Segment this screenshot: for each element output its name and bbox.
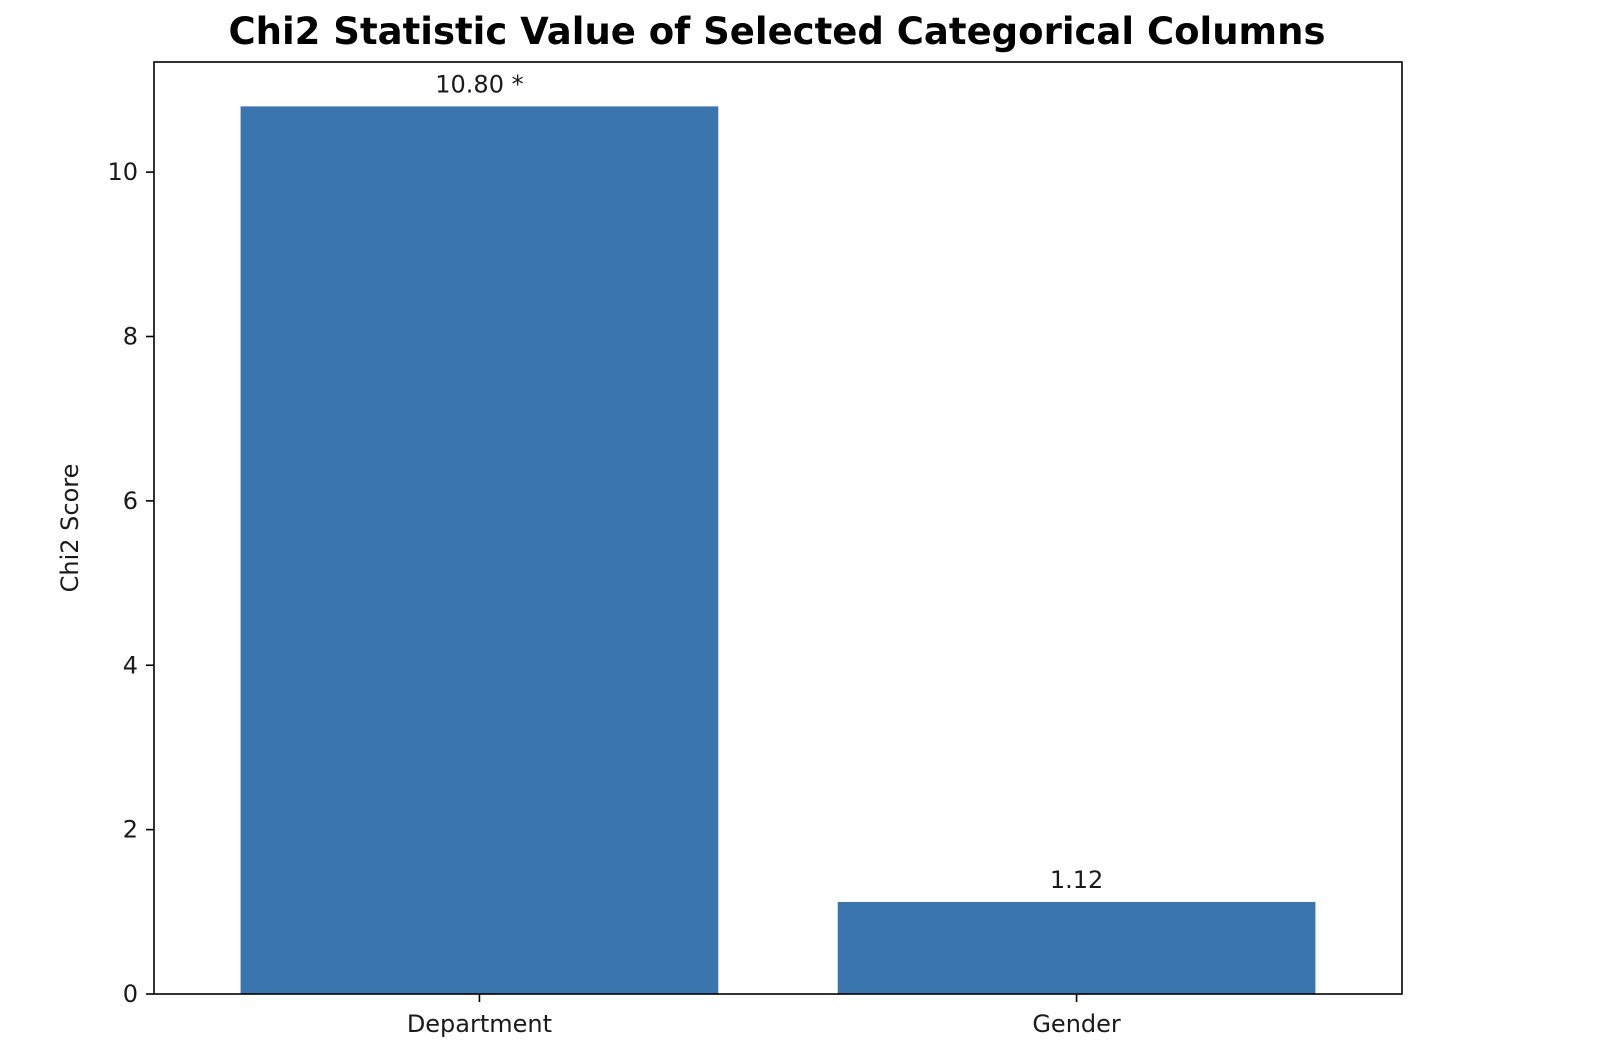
y-tick-label: 6 <box>123 487 138 515</box>
bar-gender <box>837 901 1316 994</box>
y-tick-label: 10 <box>107 158 138 186</box>
data-labels: 10.80 * 1.12 <box>435 70 1103 894</box>
y-tick-label: 8 <box>123 323 138 351</box>
x-axis: Department Gender <box>407 994 1121 1038</box>
plot-frame <box>153 61 1403 995</box>
x-tick-label-department: Department <box>407 1010 552 1038</box>
x-tick-label-gender: Gender <box>1032 1010 1121 1038</box>
y-axis-label: Chi2 Score <box>56 464 84 593</box>
y-tick-label: 2 <box>123 816 138 844</box>
y-tick-label: 4 <box>123 651 138 679</box>
bars-layer <box>240 106 1316 994</box>
data-label-department: 10.80 * <box>435 70 523 98</box>
chart-title: Chi2 Statistic Value of Selected Categor… <box>229 10 1326 53</box>
y-axis: 0 2 4 6 8 10 <box>107 158 154 1008</box>
y-tick-label: 0 <box>123 980 138 1008</box>
bar-department <box>240 106 719 994</box>
data-label-gender: 1.12 <box>1050 866 1103 894</box>
